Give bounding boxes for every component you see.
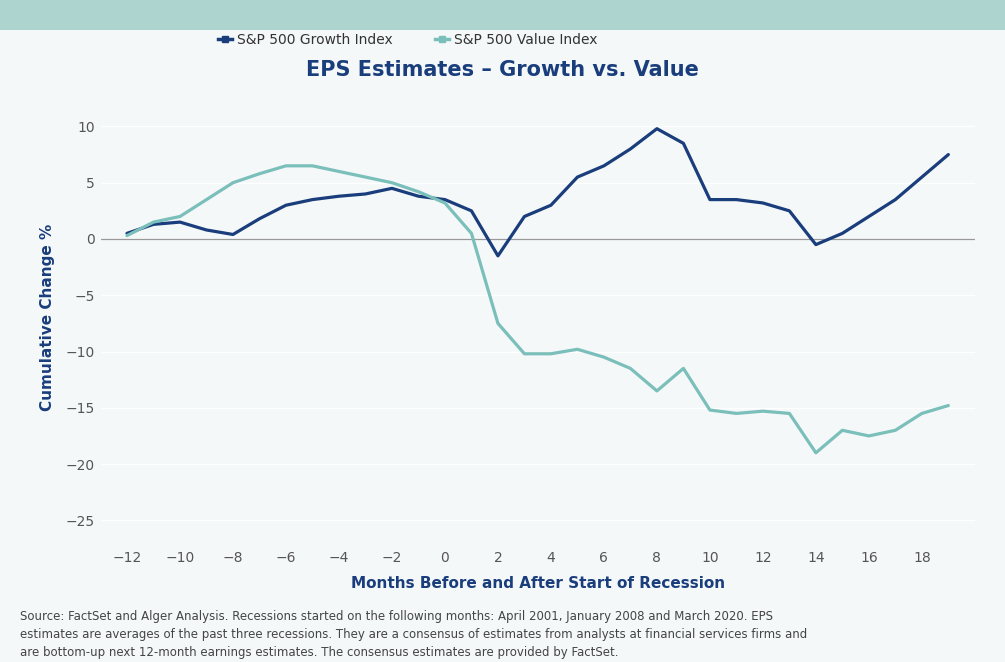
Text: EPS Estimates – Growth vs. Value: EPS Estimates – Growth vs. Value [307, 60, 698, 79]
Legend: S&P 500 Growth Index, S&P 500 Value Index: S&P 500 Growth Index, S&P 500 Value Inde… [212, 28, 603, 53]
X-axis label: Months Before and After Start of Recession: Months Before and After Start of Recessi… [351, 577, 725, 591]
Y-axis label: Cumulative Change %: Cumulative Change % [39, 224, 54, 411]
Text: Source: FactSet and Alger Analysis. Recessions started on the following months: : Source: FactSet and Alger Analysis. Rece… [20, 610, 807, 659]
